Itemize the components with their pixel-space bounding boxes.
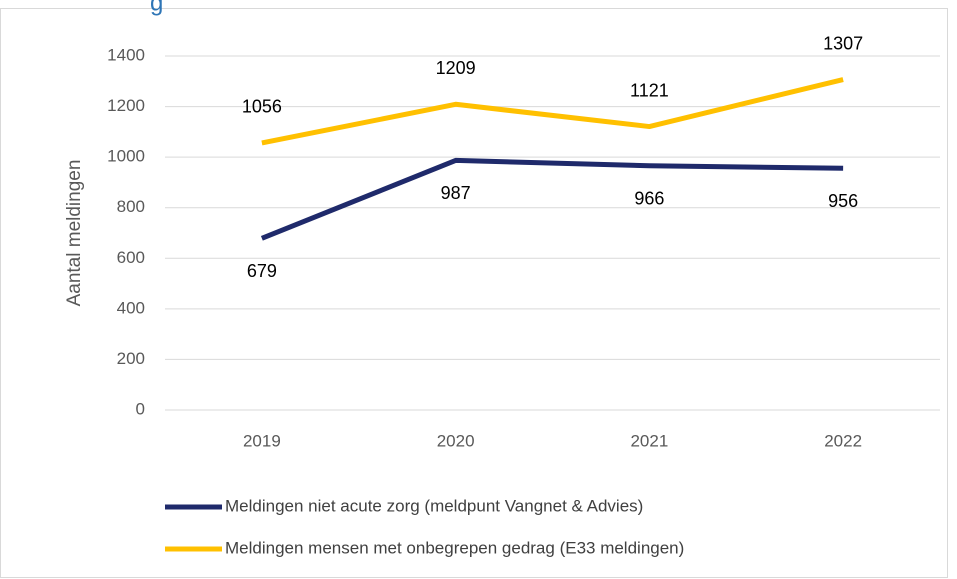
data-label: 1056 <box>242 97 282 117</box>
y-tick-label: 400 <box>117 298 145 317</box>
y-tick-label: 1000 <box>107 147 145 166</box>
data-label: 1121 <box>630 80 669 100</box>
legend-label: Meldingen niet acute zorg (meldpunt Vang… <box>225 496 643 515</box>
line <box>260 157 844 241</box>
y-axis-label: Aantal meldingen <box>64 160 85 307</box>
data-label: 966 <box>634 188 664 208</box>
chart-border <box>0 8 948 578</box>
y-tick-label: 0 <box>136 399 145 418</box>
data-label: 987 <box>441 183 471 203</box>
data-label: 1209 <box>436 58 476 78</box>
x-tick-label: 2019 <box>243 431 281 450</box>
data-label: 679 <box>247 261 277 281</box>
x-tick-label: 2020 <box>437 431 475 450</box>
y-tick-label: 800 <box>117 197 145 216</box>
y-tick-label: 600 <box>117 248 145 267</box>
data-label: 956 <box>828 191 858 211</box>
x-tick-label: 2022 <box>824 431 862 450</box>
y-tick-label: 1400 <box>107 45 145 64</box>
y-tick-label: 1200 <box>107 96 145 115</box>
x-tick-label: 2021 <box>630 431 668 450</box>
data-label: 1307 <box>823 33 863 53</box>
line <box>261 77 844 146</box>
y-tick-label: 200 <box>117 349 145 368</box>
legend-label: Meldingen mensen met onbegrepen gedrag (… <box>225 538 684 557</box>
chart-title: g <box>150 0 163 16</box>
